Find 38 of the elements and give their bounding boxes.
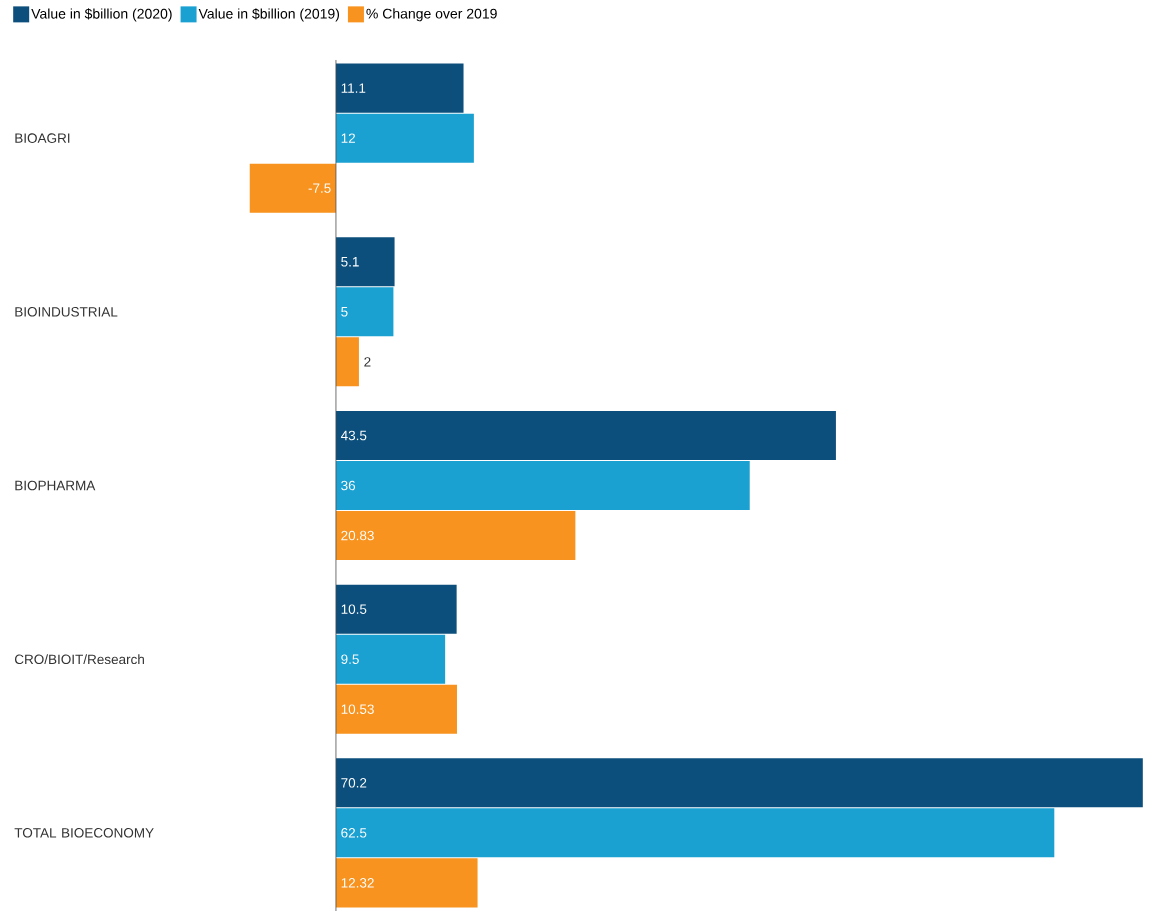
bar: [335, 684, 457, 734]
data-label: 10.53: [341, 704, 374, 714]
bar: [335, 237, 395, 287]
bar: [335, 287, 394, 337]
bar: [335, 584, 457, 634]
bar: [335, 63, 464, 113]
bar: [335, 634, 446, 684]
y-tick-label: BIOAGRI: [15, 133, 70, 143]
y-tick-label: BIOPHARMA: [15, 480, 96, 491]
data-label: 5: [341, 307, 348, 317]
data-label: 10.5: [341, 604, 367, 614]
bar: [249, 163, 336, 213]
legend-label: % Change over 2019: [366, 8, 497, 22]
bar: [335, 858, 478, 908]
data-label: 12.32: [341, 878, 374, 888]
data-label: 36: [341, 480, 356, 491]
data-label: 11.1: [341, 83, 366, 93]
data-label: -7.5: [308, 183, 331, 193]
y-tick-label: BIOINDUSTRIAL: [15, 307, 118, 317]
bar: [335, 511, 576, 561]
bar: [335, 113, 474, 163]
bar: [335, 758, 1143, 808]
data-label: 62.5: [341, 828, 367, 838]
y-tick-label: TOTAL BIOECONOMY: [14, 828, 154, 838]
data-label: 20.83: [341, 530, 374, 541]
data-label: 12: [341, 133, 355, 143]
data-label: 2: [364, 357, 371, 367]
bar: [335, 410, 836, 460]
data-label: 43.5: [340, 430, 367, 441]
data-label: 70.2: [341, 778, 367, 788]
bar: [335, 460, 750, 510]
legend-label: Value in $billion (2020): [31, 8, 172, 22]
data-label: 9.5: [341, 654, 359, 664]
data-label: 5.1: [341, 257, 359, 267]
legend-label: Value in $billion (2019): [198, 8, 340, 22]
y-tick-label: CRO/BIOIT/Research: [14, 654, 144, 665]
bar: [335, 337, 359, 387]
bar: [335, 808, 1055, 858]
